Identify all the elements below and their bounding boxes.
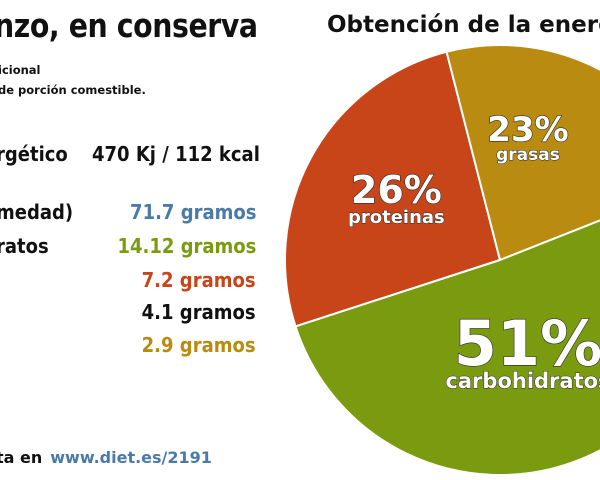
pie-labels: 26%proteinas 23%grasas 51%carbohidratos — [347, 110, 600, 394]
slice-percent-label: 23% — [487, 110, 568, 150]
nutrient-label: medad) — [0, 200, 74, 224]
chart-title: Obtención de la energía — [327, 12, 600, 38]
nutrient-value: 14.12 gramos — [117, 234, 256, 258]
page-title: nzo, en conserva — [0, 6, 258, 45]
nutrient-value: 71.7 gramos — [129, 200, 256, 224]
footer-link[interactable]: www.diet.es/2191 — [50, 448, 212, 467]
pie-slice-grasas — [445, 44, 600, 262]
nutrient-value: 7.2 gramos — [142, 268, 256, 292]
nutrient-value: 2.9 gramos — [142, 333, 256, 357]
subtitle-line-1: icional — [0, 63, 41, 77]
subtitle-line-2: de porción comestible. — [0, 83, 146, 97]
slice-category-label: grasas — [496, 145, 560, 165]
pie-slice-carbohidratos — [294, 219, 600, 476]
pie-slice-proteinas — [284, 50, 502, 328]
slice-category-label: proteinas — [348, 207, 445, 228]
slice-percent-label: 51% — [454, 307, 600, 380]
energy-label: rgético — [0, 142, 68, 166]
nutrient-value: 4.1 gramos — [142, 300, 256, 324]
nutrient-label: ratos — [0, 234, 49, 258]
slice-category-label: carbohidratos — [445, 369, 600, 393]
footer: ta en www.diet.es/2191 — [0, 448, 212, 467]
pie-slices — [284, 44, 600, 476]
slice-percent-label: 26% — [351, 168, 442, 212]
energy-value: 470 Kj / 112 kcal — [92, 142, 260, 166]
footer-prefix: ta en — [0, 448, 43, 467]
